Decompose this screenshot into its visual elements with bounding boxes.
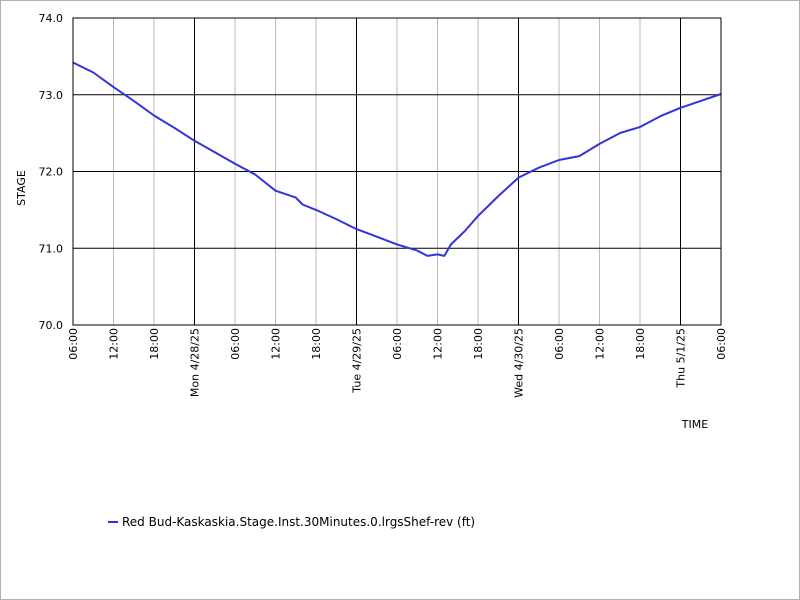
series-line: [72, 61, 722, 257]
x-tick-label: 18:00: [148, 328, 161, 360]
x-tick-label: 12:00: [270, 328, 283, 360]
y-axis-label: STAGE: [15, 170, 28, 206]
x-axis-label: TIME: [681, 418, 708, 431]
x-tick-label: Thu 5/1/25: [675, 328, 688, 389]
x-tick-label: 18:00: [472, 328, 485, 360]
y-tick-label: 71.0: [39, 242, 64, 255]
data-lines: [72, 61, 722, 257]
legend: Red Bud-Kaskaskia.Stage.Inst.30Minutes.0…: [108, 514, 475, 530]
y-tick-label: 70.0: [39, 319, 64, 332]
x-tick-label: 18:00: [634, 328, 647, 360]
x-tick-label: 12:00: [432, 328, 445, 360]
x-tick-labels: 06:00 12:00 18:00 Mon 4/28/25 06:00 12:00 18:0…: [67, 328, 728, 398]
x-tick-label: 06:00: [715, 328, 728, 360]
x-tick-label: 06:00: [391, 328, 404, 360]
x-tick-label: Wed 4/30/25: [513, 328, 526, 398]
x-tick-label: 06:00: [553, 328, 566, 360]
x-tick-label: 06:00: [229, 328, 242, 360]
y-tick-label: 72.0: [39, 166, 64, 179]
legend-swatch: [108, 521, 118, 523]
y-tick-label: 73.0: [39, 89, 64, 102]
x-tick-label: Mon 4/28/25: [189, 328, 202, 397]
legend-label: Red Bud-Kaskaskia.Stage.Inst.30Minutes.0…: [122, 515, 476, 529]
x-tick-label: Tue 4/29/25: [351, 328, 364, 394]
x-tick-label: 06:00: [67, 328, 80, 360]
x-tick-label: 12:00: [594, 328, 607, 360]
y-tick-label: 74.0: [39, 12, 64, 25]
y-tick-labels: 70.0 71.0 72.0 73.0 74.0: [39, 12, 64, 332]
x-tick-label: 18:00: [310, 328, 323, 360]
major-gridlines: [73, 18, 721, 325]
x-tick-label: 12:00: [108, 328, 121, 360]
plot-border: [72, 17, 722, 326]
